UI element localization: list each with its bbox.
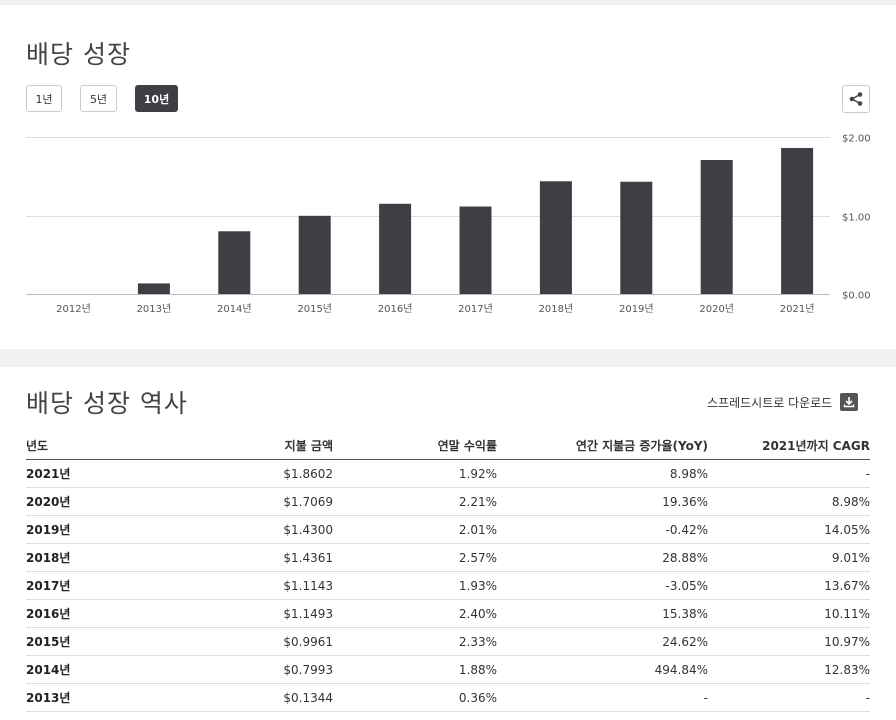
cell-year: 2021년 — [26, 459, 126, 488]
cell-amount: $0.9961 — [126, 627, 333, 656]
cell-amount: $1.4361 — [126, 543, 333, 572]
y-tick-label: $2.00 — [842, 134, 871, 145]
table-row: 2017년 $1.1143 1.93% -3.05% 13.67% — [26, 571, 870, 600]
cell-yield: 2.57% — [333, 543, 497, 572]
x-tick-label: 2013년 — [137, 303, 172, 315]
cell-cagr: - — [708, 683, 870, 712]
cell-amount: $1.8602 — [126, 459, 333, 488]
x-tick-label: 2020년 — [699, 303, 734, 315]
table-row: 2019년 $1.4300 2.01% -0.42% 14.05% — [26, 515, 870, 544]
column-header-yield[interactable]: 연말 수익률 — [333, 432, 497, 460]
cell-yield: 2.40% — [333, 599, 497, 628]
x-tick-label: 2012년 — [56, 303, 91, 315]
table-row: 2021년 $1.8602 1.92% 8.98% - — [26, 459, 870, 488]
cell-amount: $1.4300 — [126, 515, 333, 544]
cell-year: 2017년 — [26, 571, 126, 600]
dividend-history-title: 배당 성장 역사 — [26, 389, 188, 418]
dividend-growth-title: 배당 성장 — [26, 40, 131, 69]
cell-yoy: 28.88% — [497, 543, 708, 572]
table-row: 2016년 $1.1493 2.40% 15.38% 10.11% — [26, 599, 870, 628]
x-tick-label: 2021년 — [780, 303, 815, 315]
cell-amount: $1.1493 — [126, 599, 333, 628]
period-5y-button[interactable]: 5년 — [80, 85, 117, 112]
cell-yoy: 15.38% — [497, 599, 708, 628]
cell-cagr: 10.97% — [708, 627, 870, 656]
cell-amount: $0.1344 — [126, 683, 333, 712]
share-button[interactable] — [842, 85, 870, 113]
table-row: 2013년 $0.1344 0.36% - - — [26, 683, 870, 712]
column-header-yoy-growth[interactable]: 연간 지불금 증가율(YoY) — [497, 432, 708, 460]
cell-year: 2018년 — [26, 543, 126, 572]
cell-amount: $1.1143 — [126, 571, 333, 600]
bar[interactable] — [137, 283, 170, 294]
y-tick-label: $1.00 — [842, 213, 871, 224]
cell-yield: 1.93% — [333, 571, 497, 600]
x-tick-label: 2014년 — [217, 303, 252, 315]
cell-yoy: 494.84% — [497, 655, 708, 684]
dividend-history-card: 배당 성장 역사 스프레드시트로 다운로드 년도 지불 금액 연말 수익률 연간… — [0, 367, 896, 720]
cell-yoy: 8.98% — [497, 459, 708, 488]
cell-yield: 2.33% — [333, 627, 497, 656]
bar[interactable] — [620, 181, 653, 294]
table-row: 2014년 $0.7993 1.88% 494.84% 12.83% — [26, 655, 870, 684]
bar[interactable] — [539, 181, 572, 294]
cell-yield: 1.92% — [333, 459, 497, 488]
cell-cagr: 8.98% — [708, 487, 870, 516]
cell-cagr: 9.01% — [708, 543, 870, 572]
cell-yoy: - — [497, 683, 708, 712]
cell-year: 2020년 — [26, 487, 126, 516]
cell-cagr: 12.83% — [708, 655, 870, 684]
cell-amount: $0.7993 — [126, 655, 333, 684]
dividend-history-table: 년도 지불 금액 연말 수익률 연간 지불금 증가율(YoY) 2021년까지 … — [26, 432, 870, 712]
cell-year: 2016년 — [26, 599, 126, 628]
download-icon — [840, 393, 859, 411]
column-header-cagr[interactable]: 2021년까지 CAGR — [708, 432, 870, 460]
table-header-row: 년도 지불 금액 연말 수익률 연간 지불금 증가율(YoY) 2021년까지 … — [26, 432, 870, 460]
bar[interactable] — [781, 147, 814, 294]
cell-cagr: 10.11% — [708, 599, 870, 628]
bar[interactable] — [459, 206, 492, 294]
download-label: 스프레드시트로 다운로드 — [707, 395, 833, 410]
x-tick-label: 2019년 — [619, 303, 654, 315]
cell-cagr: - — [708, 459, 870, 488]
bar[interactable] — [379, 203, 412, 294]
share-icon — [849, 92, 863, 106]
cell-yoy: -0.42% — [497, 515, 708, 544]
cell-yield: 0.36% — [333, 683, 497, 712]
cell-yield: 1.88% — [333, 655, 497, 684]
cell-yoy: 24.62% — [497, 627, 708, 656]
cell-yoy: -3.05% — [497, 571, 708, 600]
cell-year: 2019년 — [26, 515, 126, 544]
cell-yoy: 19.36% — [497, 487, 708, 516]
bar[interactable] — [700, 160, 733, 294]
column-header-amount[interactable]: 지불 금액 — [126, 432, 333, 460]
x-tick-label: 2018년 — [539, 303, 574, 315]
period-1y-button[interactable]: 1년 — [26, 85, 62, 112]
bar[interactable] — [298, 215, 331, 294]
dividend-bar-chart: 2012년 2013년 2014년 2015년 2016년 2017년 2018년 2019년… — [26, 134, 871, 315]
x-tick-label: 2015년 — [297, 303, 332, 315]
cell-year: 2015년 — [26, 627, 126, 656]
dividend-growth-card: 배당 성장 1년 5년 10년 2012년 2013년 2014년 2015년 2016… — [0, 5, 896, 349]
cell-year: 2013년 — [26, 683, 126, 712]
table-row: 2020년 $1.7069 2.21% 19.36% 8.98% — [26, 487, 870, 516]
y-tick-label: $0.00 — [842, 291, 871, 302]
column-header-year[interactable]: 년도 — [26, 432, 126, 460]
bar[interactable] — [218, 231, 251, 294]
table-row: 2018년 $1.4361 2.57% 28.88% 9.01% — [26, 543, 870, 572]
cell-yield: 2.01% — [333, 515, 497, 544]
cell-cagr: 14.05% — [708, 515, 870, 544]
x-tick-label: 2016년 — [378, 303, 413, 315]
period-10y-button[interactable]: 10년 — [135, 85, 178, 112]
cell-yield: 2.21% — [333, 487, 497, 516]
cell-amount: $1.7069 — [126, 487, 333, 516]
table-row: 2015년 $0.9961 2.33% 24.62% 10.97% — [26, 627, 870, 656]
cell-year: 2014년 — [26, 655, 126, 684]
x-tick-label: 2017년 — [458, 303, 493, 315]
download-spreadsheet-link[interactable]: 스프레드시트로 다운로드 — [707, 392, 859, 412]
cell-cagr: 13.67% — [708, 571, 870, 600]
